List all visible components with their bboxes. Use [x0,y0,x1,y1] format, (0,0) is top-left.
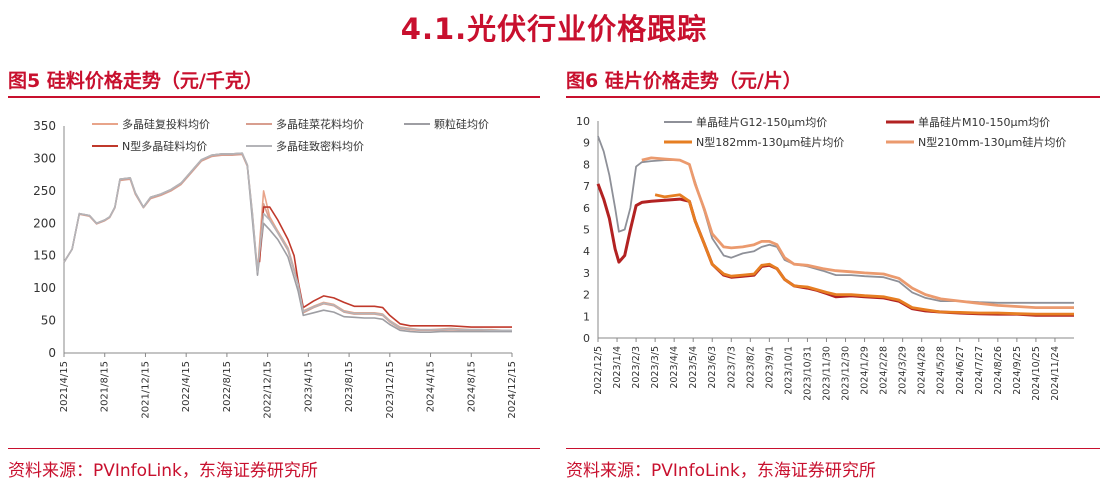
y-tick-label: 0 [583,332,590,345]
x-tick-label: 2021/12/15 [140,361,151,419]
legend-label: 多晶硅菜花料均价 [276,117,364,131]
x-tick-label: 2023/8/2 [745,346,756,389]
series-line [641,156,1074,309]
series-line [63,152,512,332]
y-tick-label: 100 [33,281,56,295]
right-source-text: 资料来源：PVInfoLink，东海证券研究所 [566,461,876,481]
y-tick-label: 350 [33,119,56,133]
legend-label: 多晶硅致密料均价 [276,139,364,153]
x-tick-label: 2024/9/25 [1012,346,1023,395]
x-tick-label: 2024/10/25 [1031,346,1042,401]
x-tick-label: 2023/2/3 [631,346,642,389]
y-tick-label: 250 [33,184,56,198]
y-tick-label: 3 [583,267,590,280]
left-source-rule [8,448,540,449]
x-tick-label: 2023/11/30 [821,346,832,401]
x-tick-label: 2023/12/15 [385,361,396,419]
page-title: 4.1.光伏行业价格跟踪 [400,12,708,46]
x-tick-label: 2023/12/30 [841,346,852,401]
x-tick-label: 2022/8/15 [222,361,233,412]
y-tick-label: 8 [583,158,590,171]
series-line [258,206,512,328]
x-tick-label: 2022/12/15 [263,361,274,419]
left-chart-title: 图5 硅料价格走势（元/千克） [8,70,263,92]
x-tick-label: 2024/4/28 [917,346,928,395]
y-tick-label: 300 [33,151,56,165]
left-source-text: 资料来源：PVInfoLink，东海证券研究所 [8,461,318,481]
right-source-rule [566,448,1100,449]
x-tick-label: 2024/5/28 [936,346,947,395]
x-tick-label: 2024/12/15 [507,361,518,419]
x-tick-label: 2024/2/28 [879,346,890,395]
left-title-rule [8,96,540,98]
x-tick-label: 2021/8/15 [100,361,111,412]
x-tick-label: 2024/3/29 [898,346,909,395]
x-tick-label: 2022/12/5 [593,346,604,395]
x-tick-label: 2023/3/5 [650,346,661,389]
series-line [654,193,1074,316]
y-tick-label: 7 [583,180,590,193]
x-tick-label: 2024/4/15 [426,361,437,412]
right-chart-title: 图6 硅片价格走势（元/片） [566,70,802,92]
legend-label: 多晶硅复投料均价 [122,117,210,131]
x-tick-label: 2023/4/4 [669,346,680,389]
x-tick-label: 2023/1/4 [612,346,623,389]
x-tick-label: 2024/6/27 [955,346,966,395]
y-tick-label: 9 [583,137,590,150]
legend-label: N型210mm-130μm硅片均价 [918,135,1066,149]
legend-label: 单晶硅片G12-150μm均价 [696,116,827,129]
y-tick-label: 0 [48,346,56,360]
series-line [597,135,1074,304]
y-tick-label: 1 [583,310,590,323]
legend-label: N型多晶硅料均价 [122,139,207,153]
x-tick-label: 2023/9/1 [764,346,775,389]
y-tick-label: 150 [33,249,56,263]
y-tick-label: 50 [41,314,56,328]
y-tick-label: 6 [583,202,590,215]
x-tick-label: 2023/10/31 [802,346,813,401]
y-tick-label: 5 [583,224,590,237]
right-title-rule [566,96,1100,98]
y-tick-label: 2 [583,289,590,302]
x-tick-label: 2021/4/15 [59,361,70,412]
legend-label: 单晶硅片M10-150μm均价 [918,116,1050,129]
x-tick-label: 2022/4/15 [181,361,192,412]
y-tick-label: 10 [576,115,590,128]
x-tick-label: 2023/7/3 [726,346,737,389]
legend-label: 颗粒硅均价 [434,117,489,131]
x-tick-label: 2023/6/3 [707,346,718,389]
x-tick-label: 2024/7/27 [974,346,985,395]
x-tick-label: 2023/8/15 [344,361,355,412]
x-tick-label: 2024/8/26 [993,346,1004,395]
x-tick-label: 2023/4/15 [303,361,314,412]
y-tick-label: 4 [583,245,590,258]
x-tick-label: 2024/1/29 [860,346,871,395]
x-tick-label: 2023/5/4 [688,346,699,389]
y-tick-label: 200 [33,216,56,230]
wafer-price-chart: 0 1 2 3 4 5 6 7 8 9 10 2022/12/5 2023/1/4 2023/2/3 202… [576,115,1074,401]
x-tick-label: 2023/10/1 [783,346,794,395]
silicon-material-price-chart: 0 50 100 150 200 250 300 350 2021/4/15 2021/8/15 2… [33,117,518,419]
x-tick-label: 2024/11/24 [1050,346,1061,401]
x-tick-label: 2024/8/15 [466,361,477,412]
legend-label: N型182mm-130μm硅片均价 [696,135,844,149]
